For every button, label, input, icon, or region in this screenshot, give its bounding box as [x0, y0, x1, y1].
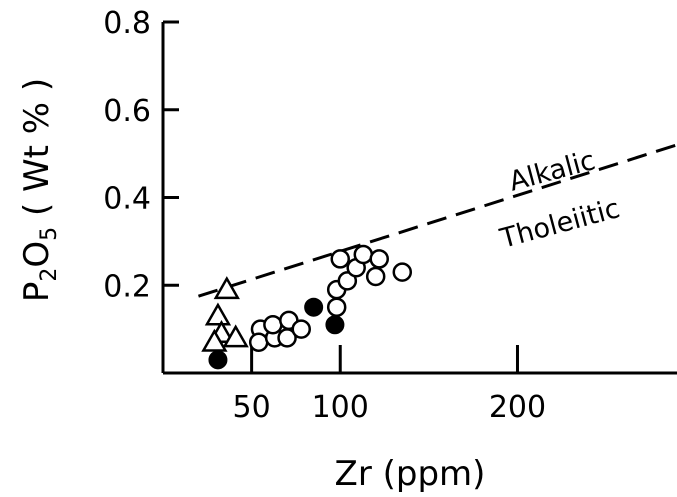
open-circle-point: [369, 249, 389, 269]
open-circle-point: [263, 314, 283, 335]
open-circle-point: [330, 249, 350, 269]
y-axis-title-sub2: 5: [37, 227, 62, 241]
triangle-point: [222, 324, 249, 348]
triangle-point: [213, 276, 240, 300]
x-tick-label: 50: [233, 390, 271, 425]
alkalic-tholeiitic-boundary-line: [197, 143, 677, 298]
y-tick-label: 0.8: [103, 6, 151, 41]
y-axis-title: P2O5 ( Wt % ): [17, 78, 62, 302]
boundary-annotation: Alkalic: [506, 145, 599, 198]
y-tick-label: 0.2: [103, 269, 151, 304]
filled-circle-point: [304, 297, 324, 317]
open-circle-point: [248, 332, 269, 353]
open-circle-point: [326, 297, 347, 317]
filled-circle-point: [208, 350, 228, 370]
open-circle-point: [392, 262, 413, 282]
y-axis-title-units: ( Wt % ): [17, 78, 57, 227]
y-tick-label: 0.6: [103, 94, 151, 129]
open-circle-point: [277, 328, 297, 348]
open-circle-point: [337, 271, 358, 291]
open-circle-point: [353, 244, 374, 265]
triangle-point: [204, 302, 232, 326]
filled-circle-point: [325, 315, 345, 335]
open-circle-point: [365, 266, 386, 287]
y-tick-label: 0.4: [103, 182, 151, 217]
boundary-annotation: Tholeiitic: [496, 193, 623, 255]
open-circle-point: [291, 319, 311, 339]
y-axis-title-o: O: [17, 241, 57, 268]
x-tick-label: 100: [312, 390, 369, 425]
y-axis-title-sub1: 2: [37, 268, 62, 282]
x-axis-title: Zr (ppm): [335, 454, 486, 494]
triangle-point: [201, 328, 228, 352]
x-tick-label: 200: [489, 390, 546, 425]
y-axis-title-p: P: [17, 282, 57, 303]
